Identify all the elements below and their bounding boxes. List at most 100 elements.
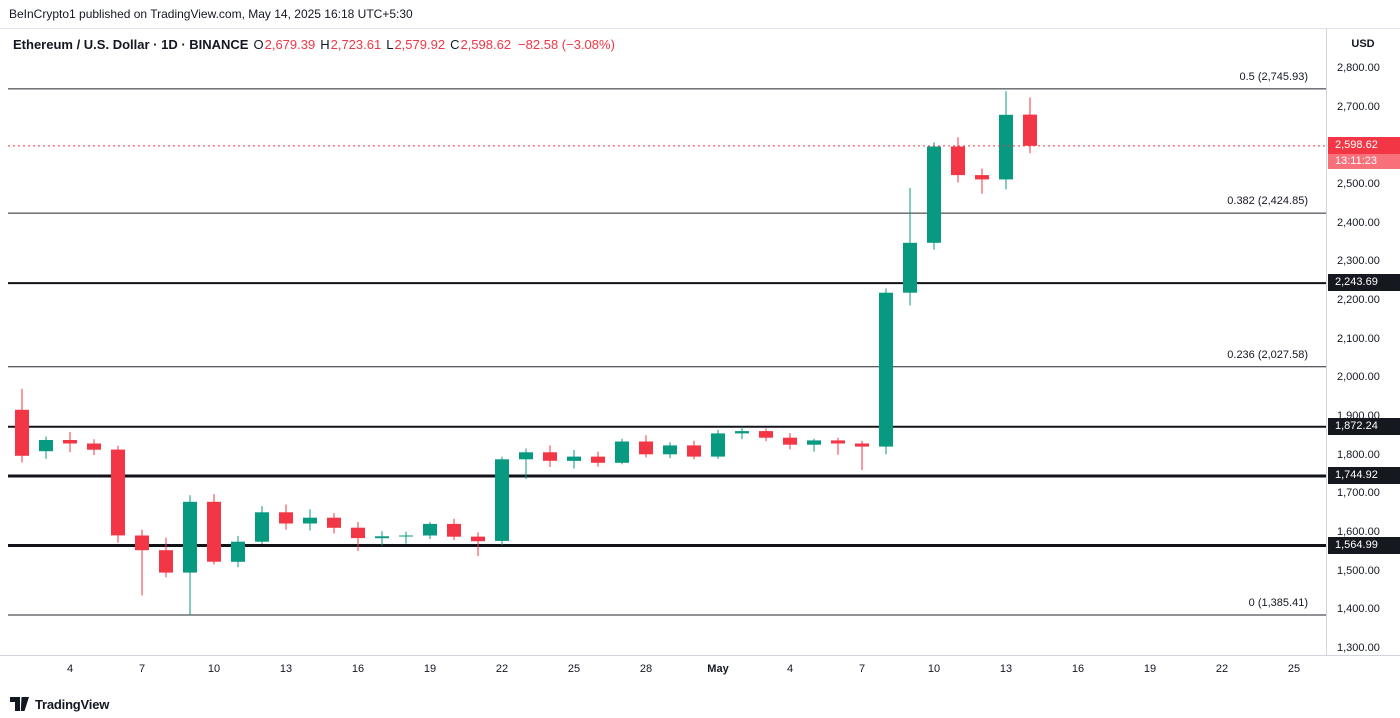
- change-value: −82.58 (−3.08%): [518, 37, 615, 52]
- last-price-value: 2,598.62: [1328, 136, 1400, 154]
- ohlc-close-label: C: [450, 37, 460, 52]
- date-label: 13: [279, 663, 293, 675]
- price-tick-label: 2,200.00: [1337, 294, 1380, 306]
- date-label: May: [707, 663, 729, 675]
- attribution-text: BeInCrypto1 published on TradingView.com…: [9, 7, 413, 21]
- price-axis-unit-label: USD: [1351, 38, 1375, 50]
- date-label: 16: [351, 663, 365, 675]
- last-price-flag: 2,598.62 13:11:23: [1328, 136, 1400, 169]
- candle: [351, 521, 365, 551]
- candle: [207, 494, 221, 565]
- ohlc-open-label: O: [253, 37, 264, 52]
- date-label: 7: [138, 663, 146, 675]
- tradingview-logo-icon[interactable]: [10, 697, 29, 711]
- price-tick-label: 2,000.00: [1337, 371, 1380, 384]
- date-label: 13: [999, 663, 1013, 675]
- candle: [375, 531, 389, 546]
- price-tick-label: 2,400.00: [1337, 216, 1380, 229]
- date-label: 4: [786, 663, 794, 675]
- ohlc-high-label: H: [320, 37, 330, 52]
- price-tick-label: 1,500.00: [1337, 564, 1380, 577]
- date-label: 19: [1143, 663, 1157, 675]
- ohlc-low-value: 2,579.92: [394, 37, 446, 52]
- date-label: 22: [1215, 663, 1229, 675]
- price-tick-label: 2,500.00: [1337, 178, 1380, 190]
- candle: [783, 433, 797, 450]
- ohlc-high-value: 2,723.61: [330, 37, 382, 52]
- candle: [855, 440, 869, 471]
- ohlc-close-value: 2,598.62: [460, 37, 512, 52]
- ohlc-open-value: 2,679.39: [264, 37, 316, 52]
- candle: [759, 428, 773, 442]
- candle: [423, 521, 437, 539]
- price-tick-label: 1,400.00: [1337, 603, 1380, 616]
- candle: [711, 429, 725, 459]
- candle: [663, 442, 677, 459]
- candle: [1023, 97, 1037, 154]
- tradingview-brand[interactable]: TradingView: [35, 696, 110, 712]
- price-level-flag: 1,872.24: [1328, 417, 1400, 435]
- candle: [639, 435, 653, 458]
- candle: [87, 439, 101, 456]
- price-level-flag: 1,564.99: [1328, 536, 1400, 554]
- date-label: 28: [639, 663, 653, 675]
- candle: [111, 445, 125, 543]
- footer: TradingView: [0, 690, 1400, 718]
- candle: [231, 535, 245, 568]
- date-label: 25: [567, 663, 581, 675]
- candle: [831, 437, 845, 455]
- ohlc-low-label: L: [386, 37, 394, 52]
- price-tick-label: 2,700.00: [1337, 100, 1380, 113]
- candle: [999, 91, 1013, 190]
- candle: [975, 168, 989, 194]
- date-label: 4: [66, 663, 74, 675]
- price-tick-label: 1,700.00: [1337, 487, 1380, 500]
- candle: [303, 509, 317, 531]
- bar-countdown: 13:11:23: [1328, 153, 1400, 169]
- candle: [903, 187, 917, 306]
- candle: [183, 495, 197, 616]
- price-level-flag: 2,243.69: [1328, 274, 1400, 292]
- candle: [927, 142, 941, 250]
- fib-level-label[interactable]: 0.382 (2,424.85): [1227, 195, 1308, 208]
- candle: [63, 431, 77, 453]
- candle: [159, 537, 173, 578]
- price-tick-label: 2,800.00: [1337, 62, 1380, 74]
- date-label: 10: [207, 663, 221, 675]
- fib-level-label[interactable]: 0 (1,385.41): [1248, 596, 1308, 609]
- candle: [135, 529, 149, 596]
- price-tick-label: 2,300.00: [1337, 255, 1380, 268]
- attribution-bar: BeInCrypto1 published on TradingView.com…: [0, 0, 1400, 29]
- candle: [519, 448, 533, 479]
- candle: [591, 451, 605, 467]
- candle: [735, 426, 749, 440]
- candle: [879, 288, 893, 455]
- candle: [255, 506, 269, 544]
- candle: [543, 445, 557, 467]
- candle: [39, 436, 53, 459]
- candle: [951, 137, 965, 183]
- price-axis[interactable]: USD 2,800.002,700.002,600.002,500.002,40…: [1326, 29, 1400, 655]
- time-axis[interactable]: 4 7 10 13 16 19 22 25 28 May 4 7 10 13 16 19 22 25: [0, 655, 1400, 691]
- candle: [399, 531, 413, 544]
- date-label: 25: [1287, 663, 1301, 675]
- price-tick-label: 1,600.00: [1337, 526, 1380, 538]
- date-label: 10: [927, 663, 941, 675]
- fib-level-label[interactable]: 0.236 (2,027.58): [1227, 348, 1308, 361]
- fib-level-label[interactable]: 0.5 (2,745.93): [1239, 70, 1309, 83]
- candle: [495, 456, 509, 546]
- date-label: 22: [495, 663, 509, 675]
- date-label: 16: [1071, 663, 1085, 675]
- price-level-flag: 1,744.92: [1328, 466, 1400, 484]
- candle: [615, 438, 629, 465]
- candle: [567, 450, 581, 469]
- date-label: 19: [423, 663, 437, 675]
- candle: [15, 388, 29, 463]
- candle: [471, 532, 485, 556]
- date-label: 7: [858, 663, 866, 675]
- candle: [687, 440, 701, 460]
- candlestick-canvas[interactable]: [0, 29, 1400, 655]
- symbol-title[interactable]: Ethereum / U.S. Dollar · 1D · BINANCE: [13, 37, 249, 52]
